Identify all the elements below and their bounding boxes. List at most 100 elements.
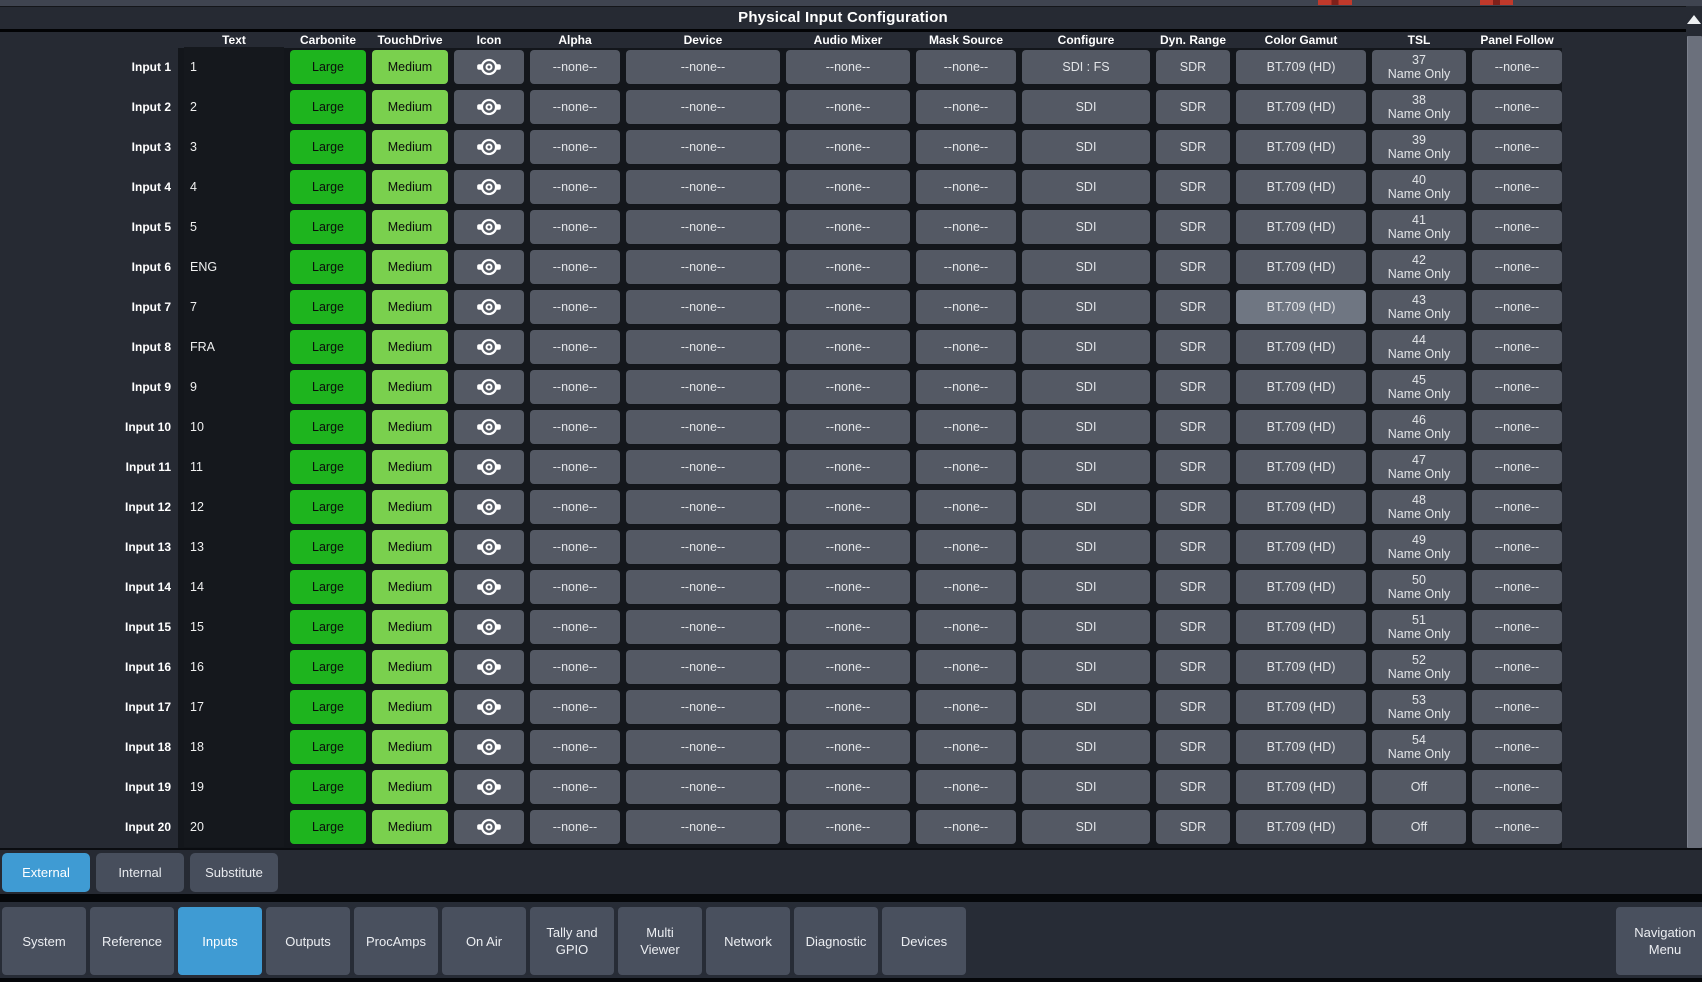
configure-button[interactable]: SDI	[1022, 210, 1150, 244]
mask-source-select[interactable]: --none--	[916, 410, 1016, 444]
panel-follow-select[interactable]: --none--	[1472, 410, 1562, 444]
tab-external[interactable]: External	[2, 853, 90, 892]
icon-button[interactable]	[454, 490, 524, 524]
touchdrive-size-button[interactable]: Medium	[372, 570, 448, 604]
configure-button[interactable]: SDI	[1022, 770, 1150, 804]
text-field[interactable]: 20	[184, 807, 284, 847]
color-gamut-select[interactable]: BT.709 (HD)	[1236, 450, 1366, 484]
audio-mixer-select[interactable]: --none--	[786, 130, 910, 164]
alpha-select[interactable]: --none--	[530, 410, 620, 444]
text-field[interactable]: 19	[184, 767, 284, 807]
audio-mixer-select[interactable]: --none--	[786, 50, 910, 84]
audio-mixer-select[interactable]: --none--	[786, 210, 910, 244]
panel-follow-select[interactable]: --none--	[1472, 170, 1562, 204]
touchdrive-size-button[interactable]: Medium	[372, 730, 448, 764]
panel-follow-select[interactable]: --none--	[1472, 570, 1562, 604]
tsl-select[interactable]: 44 Name Only	[1372, 330, 1466, 364]
navigation-menu-button[interactable]: Navigation Menu	[1616, 907, 1702, 975]
text-field[interactable]: 12	[184, 487, 284, 527]
panel-follow-select[interactable]: --none--	[1472, 290, 1562, 324]
dyn-range-select[interactable]: SDR	[1156, 650, 1230, 684]
alpha-select[interactable]: --none--	[530, 90, 620, 124]
dyn-range-select[interactable]: SDR	[1156, 410, 1230, 444]
alpha-select[interactable]: --none--	[530, 130, 620, 164]
carbonite-size-button[interactable]: Large	[290, 410, 366, 444]
color-gamut-select[interactable]: BT.709 (HD)	[1236, 370, 1366, 404]
alpha-select[interactable]: --none--	[530, 450, 620, 484]
carbonite-size-button[interactable]: Large	[290, 90, 366, 124]
alpha-select[interactable]: --none--	[530, 370, 620, 404]
tsl-select[interactable]: 37 Name Only	[1372, 50, 1466, 84]
tab-substitute[interactable]: Substitute	[190, 853, 278, 892]
color-gamut-select[interactable]: BT.709 (HD)	[1236, 530, 1366, 564]
panel-follow-select[interactable]: --none--	[1472, 330, 1562, 364]
carbonite-size-button[interactable]: Large	[290, 250, 366, 284]
mask-source-select[interactable]: --none--	[916, 730, 1016, 764]
alpha-select[interactable]: --none--	[530, 650, 620, 684]
device-select[interactable]: --none--	[626, 290, 780, 324]
tsl-select[interactable]: 43 Name Only	[1372, 290, 1466, 324]
configure-button[interactable]: SDI : FS	[1022, 50, 1150, 84]
icon-button[interactable]	[454, 730, 524, 764]
color-gamut-select[interactable]: BT.709 (HD)	[1236, 90, 1366, 124]
tsl-select[interactable]: Off	[1372, 810, 1466, 844]
panel-follow-select[interactable]: --none--	[1472, 690, 1562, 724]
panel-follow-select[interactable]: --none--	[1472, 210, 1562, 244]
device-select[interactable]: --none--	[626, 810, 780, 844]
touchdrive-size-button[interactable]: Medium	[372, 330, 448, 364]
dyn-range-select[interactable]: SDR	[1156, 290, 1230, 324]
panel-follow-select[interactable]: --none--	[1472, 50, 1562, 84]
configure-button[interactable]: SDI	[1022, 490, 1150, 524]
text-field[interactable]: 16	[184, 647, 284, 687]
alpha-select[interactable]: --none--	[530, 690, 620, 724]
dyn-range-select[interactable]: SDR	[1156, 250, 1230, 284]
device-select[interactable]: --none--	[626, 250, 780, 284]
color-gamut-select[interactable]: BT.709 (HD)	[1236, 170, 1366, 204]
tsl-select[interactable]: 40 Name Only	[1372, 170, 1466, 204]
panel-follow-select[interactable]: --none--	[1472, 450, 1562, 484]
icon-button[interactable]	[454, 170, 524, 204]
configure-button[interactable]: SDI	[1022, 410, 1150, 444]
mask-source-select[interactable]: --none--	[916, 250, 1016, 284]
text-field[interactable]: 13	[184, 527, 284, 567]
text-field[interactable]: 10	[184, 407, 284, 447]
tsl-select[interactable]: 47 Name Only	[1372, 450, 1466, 484]
icon-button[interactable]	[454, 450, 524, 484]
panel-follow-select[interactable]: --none--	[1472, 730, 1562, 764]
configure-button[interactable]: SDI	[1022, 250, 1150, 284]
audio-mixer-select[interactable]: --none--	[786, 650, 910, 684]
device-select[interactable]: --none--	[626, 210, 780, 244]
configure-button[interactable]: SDI	[1022, 610, 1150, 644]
mask-source-select[interactable]: --none--	[916, 770, 1016, 804]
device-select[interactable]: --none--	[626, 450, 780, 484]
audio-mixer-select[interactable]: --none--	[786, 810, 910, 844]
audio-mixer-select[interactable]: --none--	[786, 250, 910, 284]
touchdrive-size-button[interactable]: Medium	[372, 450, 448, 484]
color-gamut-select[interactable]: BT.709 (HD)	[1236, 250, 1366, 284]
text-field[interactable]: 17	[184, 687, 284, 727]
audio-mixer-select[interactable]: --none--	[786, 170, 910, 204]
dyn-range-select[interactable]: SDR	[1156, 730, 1230, 764]
tsl-select[interactable]: 48 Name Only	[1372, 490, 1466, 524]
touchdrive-size-button[interactable]: Medium	[372, 410, 448, 444]
tsl-select[interactable]: 51 Name Only	[1372, 610, 1466, 644]
dyn-range-select[interactable]: SDR	[1156, 370, 1230, 404]
text-field[interactable]: 4	[184, 167, 284, 207]
mask-source-select[interactable]: --none--	[916, 170, 1016, 204]
device-select[interactable]: --none--	[626, 90, 780, 124]
touchdrive-size-button[interactable]: Medium	[372, 130, 448, 164]
nav-item-procamps[interactable]: ProcAmps	[354, 907, 438, 975]
color-gamut-select[interactable]: BT.709 (HD)	[1236, 650, 1366, 684]
audio-mixer-select[interactable]: --none--	[786, 450, 910, 484]
device-select[interactable]: --none--	[626, 490, 780, 524]
mask-source-select[interactable]: --none--	[916, 450, 1016, 484]
audio-mixer-select[interactable]: --none--	[786, 530, 910, 564]
alpha-select[interactable]: --none--	[530, 50, 620, 84]
tab-internal[interactable]: Internal	[96, 853, 184, 892]
carbonite-size-button[interactable]: Large	[290, 650, 366, 684]
carbonite-size-button[interactable]: Large	[290, 210, 366, 244]
carbonite-size-button[interactable]: Large	[290, 170, 366, 204]
mask-source-select[interactable]: --none--	[916, 330, 1016, 364]
carbonite-size-button[interactable]: Large	[290, 130, 366, 164]
dyn-range-select[interactable]: SDR	[1156, 90, 1230, 124]
